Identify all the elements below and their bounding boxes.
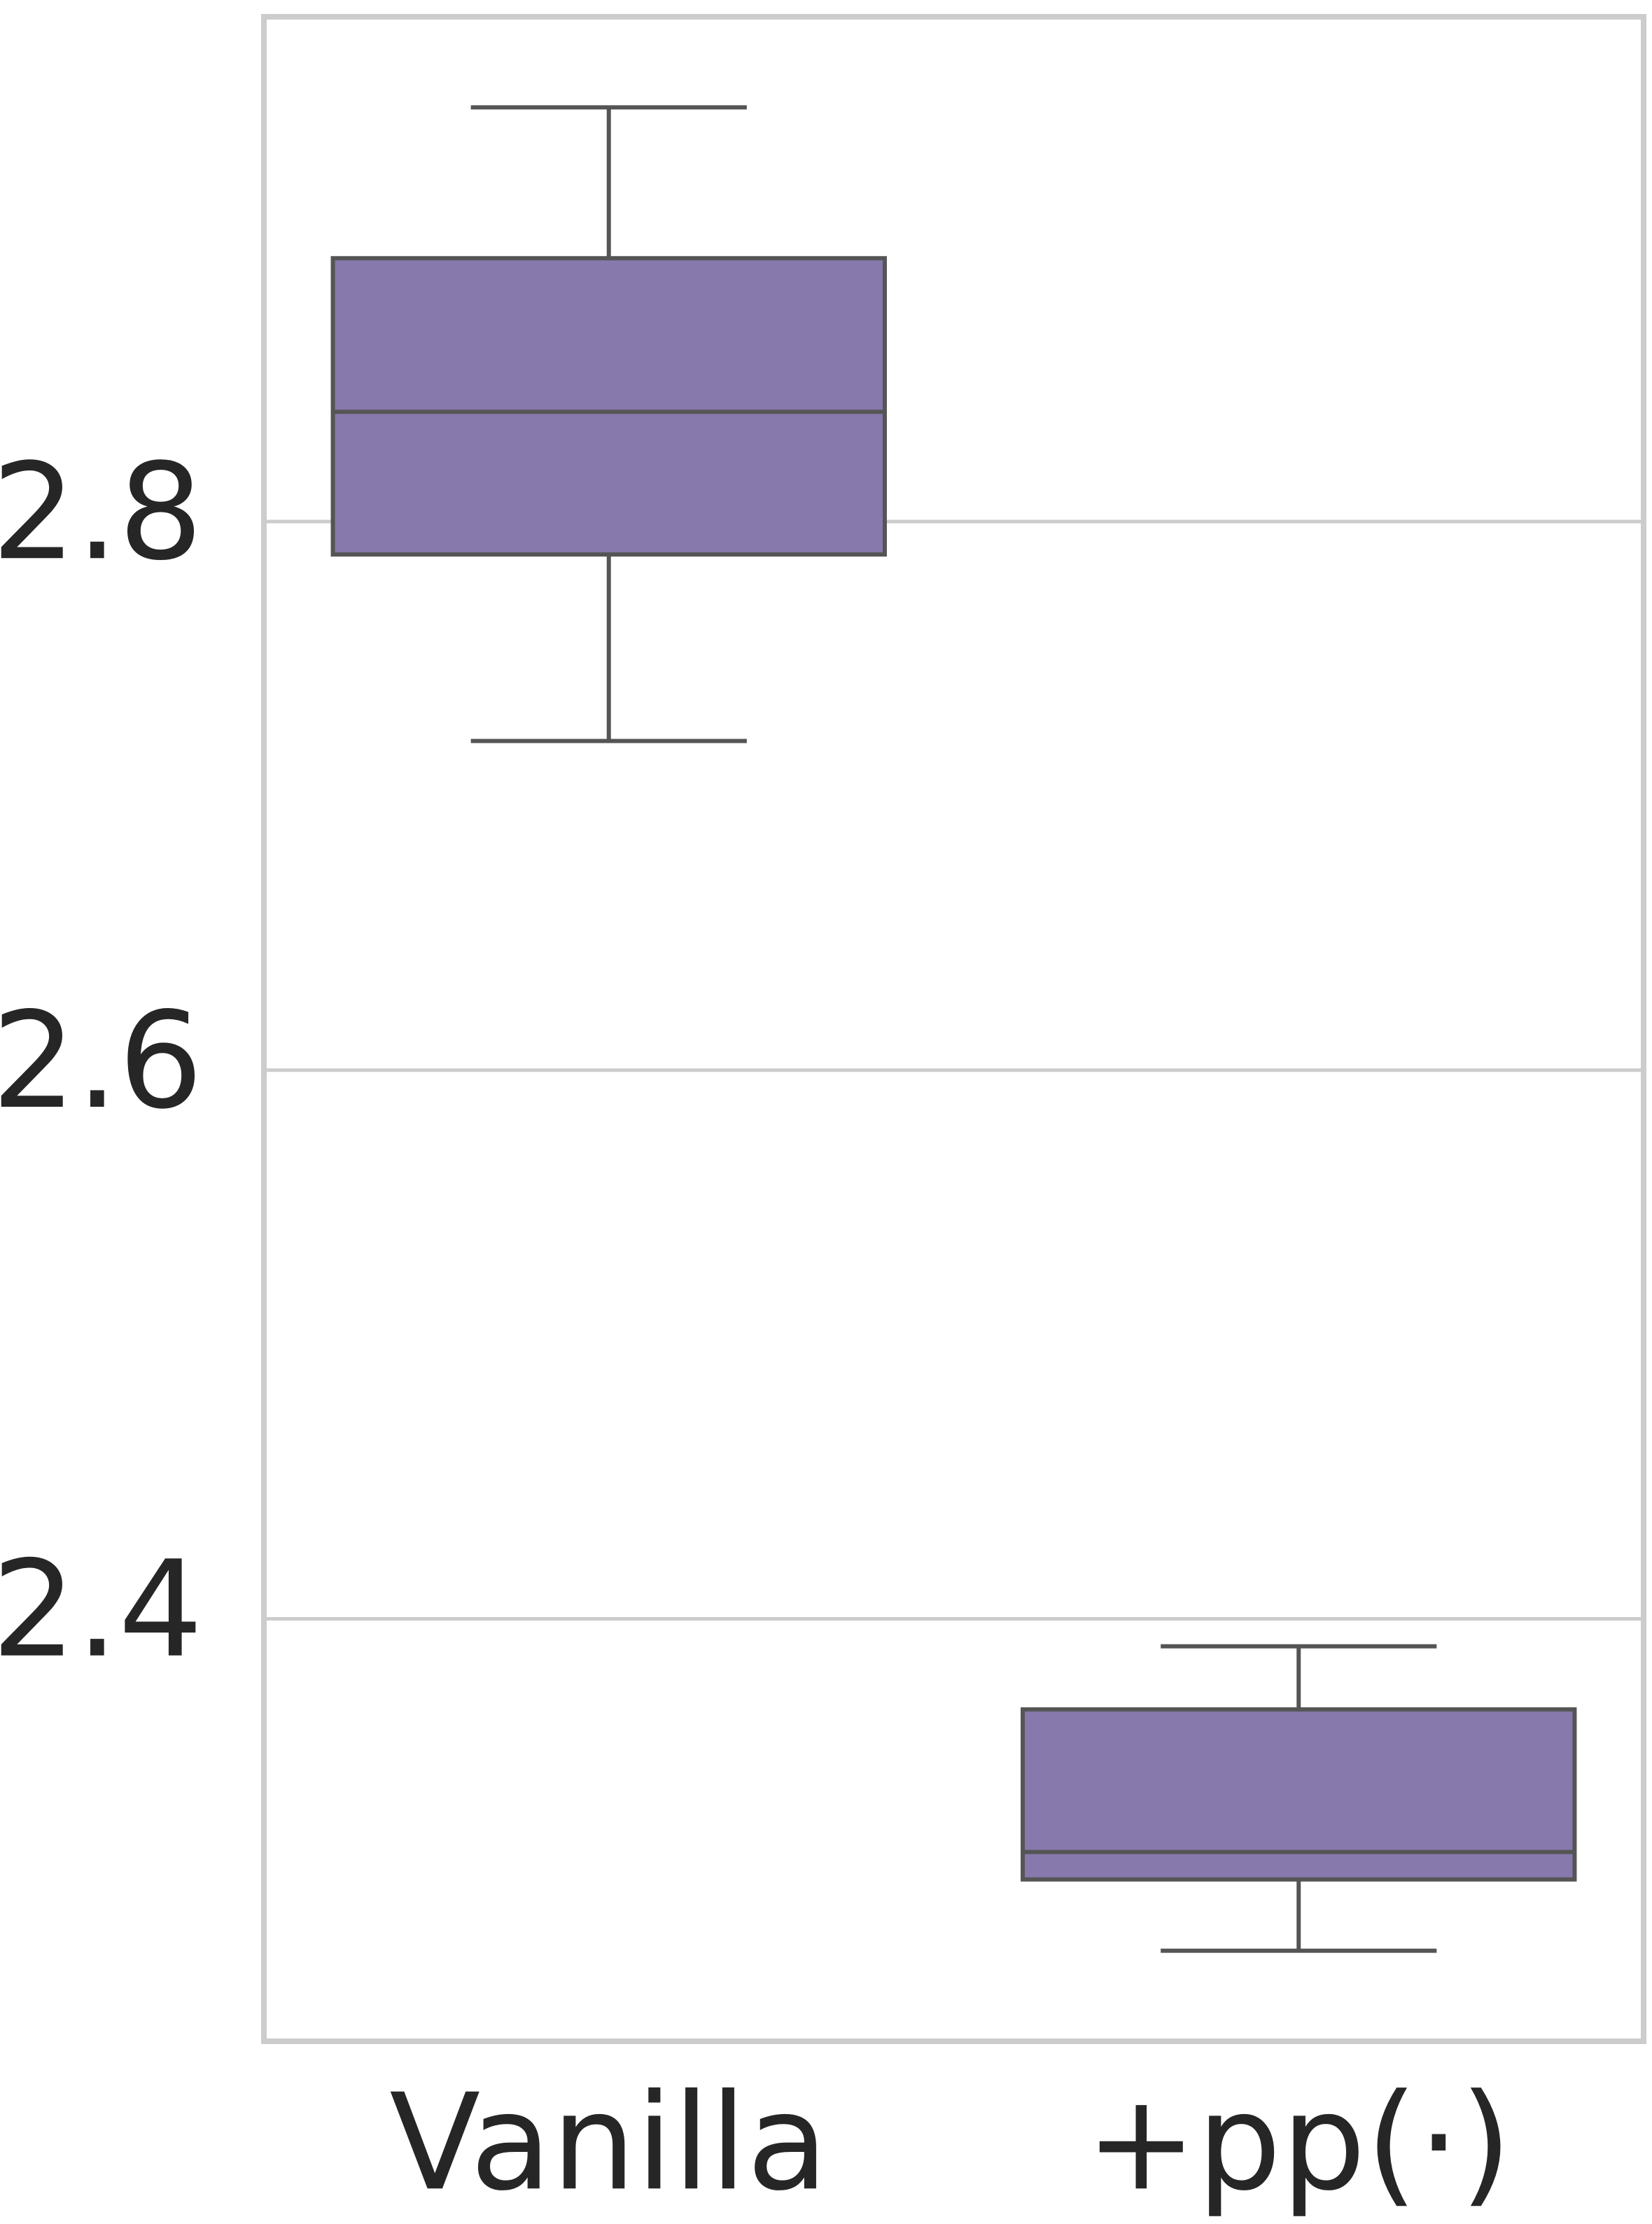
plot-frame bbox=[261, 14, 1646, 2044]
y-tick-label: 2.8 bbox=[0, 435, 203, 589]
box bbox=[330, 256, 887, 557]
y-tick-label: 2.6 bbox=[0, 984, 203, 1138]
x-tick-label: Vanilla bbox=[389, 2065, 828, 2220]
x-tick-label: +pp(·) bbox=[1086, 2065, 1512, 2220]
y-tick-label: 2.4 bbox=[0, 1532, 203, 1687]
